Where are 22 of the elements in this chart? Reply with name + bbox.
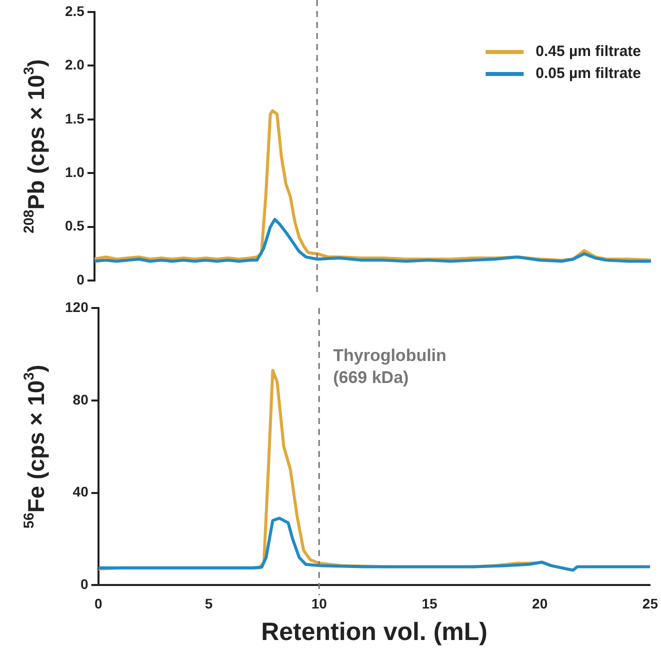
y-tick-label: 80 [72, 391, 89, 408]
legend-label: 0.45 µm filtrate [536, 43, 642, 60]
x-tick-label: 25 [642, 595, 658, 612]
x-tick-label: 5 [204, 595, 213, 612]
y-axis-title: 56Fe (cps × 103) [22, 364, 49, 528]
y-tick-label: 0.5 [64, 218, 85, 234]
legend-label: 0.05 µm filtrate [536, 65, 642, 82]
x-tick-label: 20 [532, 595, 548, 612]
y-tick-label: 2.0 [64, 56, 85, 73]
ref-line-label: Thyroglobulin (669 kDa) [333, 346, 446, 388]
y-tick-label: 1.0 [64, 164, 85, 180]
y-tick-label: 0 [76, 271, 85, 288]
x-tick-label: 10 [311, 595, 328, 612]
x-tick-label: 0 [94, 595, 102, 612]
y-tick-label: 40 [72, 484, 89, 500]
x-tick-label: 15 [422, 595, 438, 612]
y-tick-label: 0 [80, 576, 89, 592]
y-tick-label: 120 [65, 298, 89, 315]
y-tick-label: 2.5 [64, 2, 85, 19]
x-axis-title: Retention vol. (mL) [261, 618, 488, 646]
y-axis-title: 208Pb (cps × 103) [22, 59, 49, 234]
y-tick-label: 1.5 [64, 110, 85, 126]
